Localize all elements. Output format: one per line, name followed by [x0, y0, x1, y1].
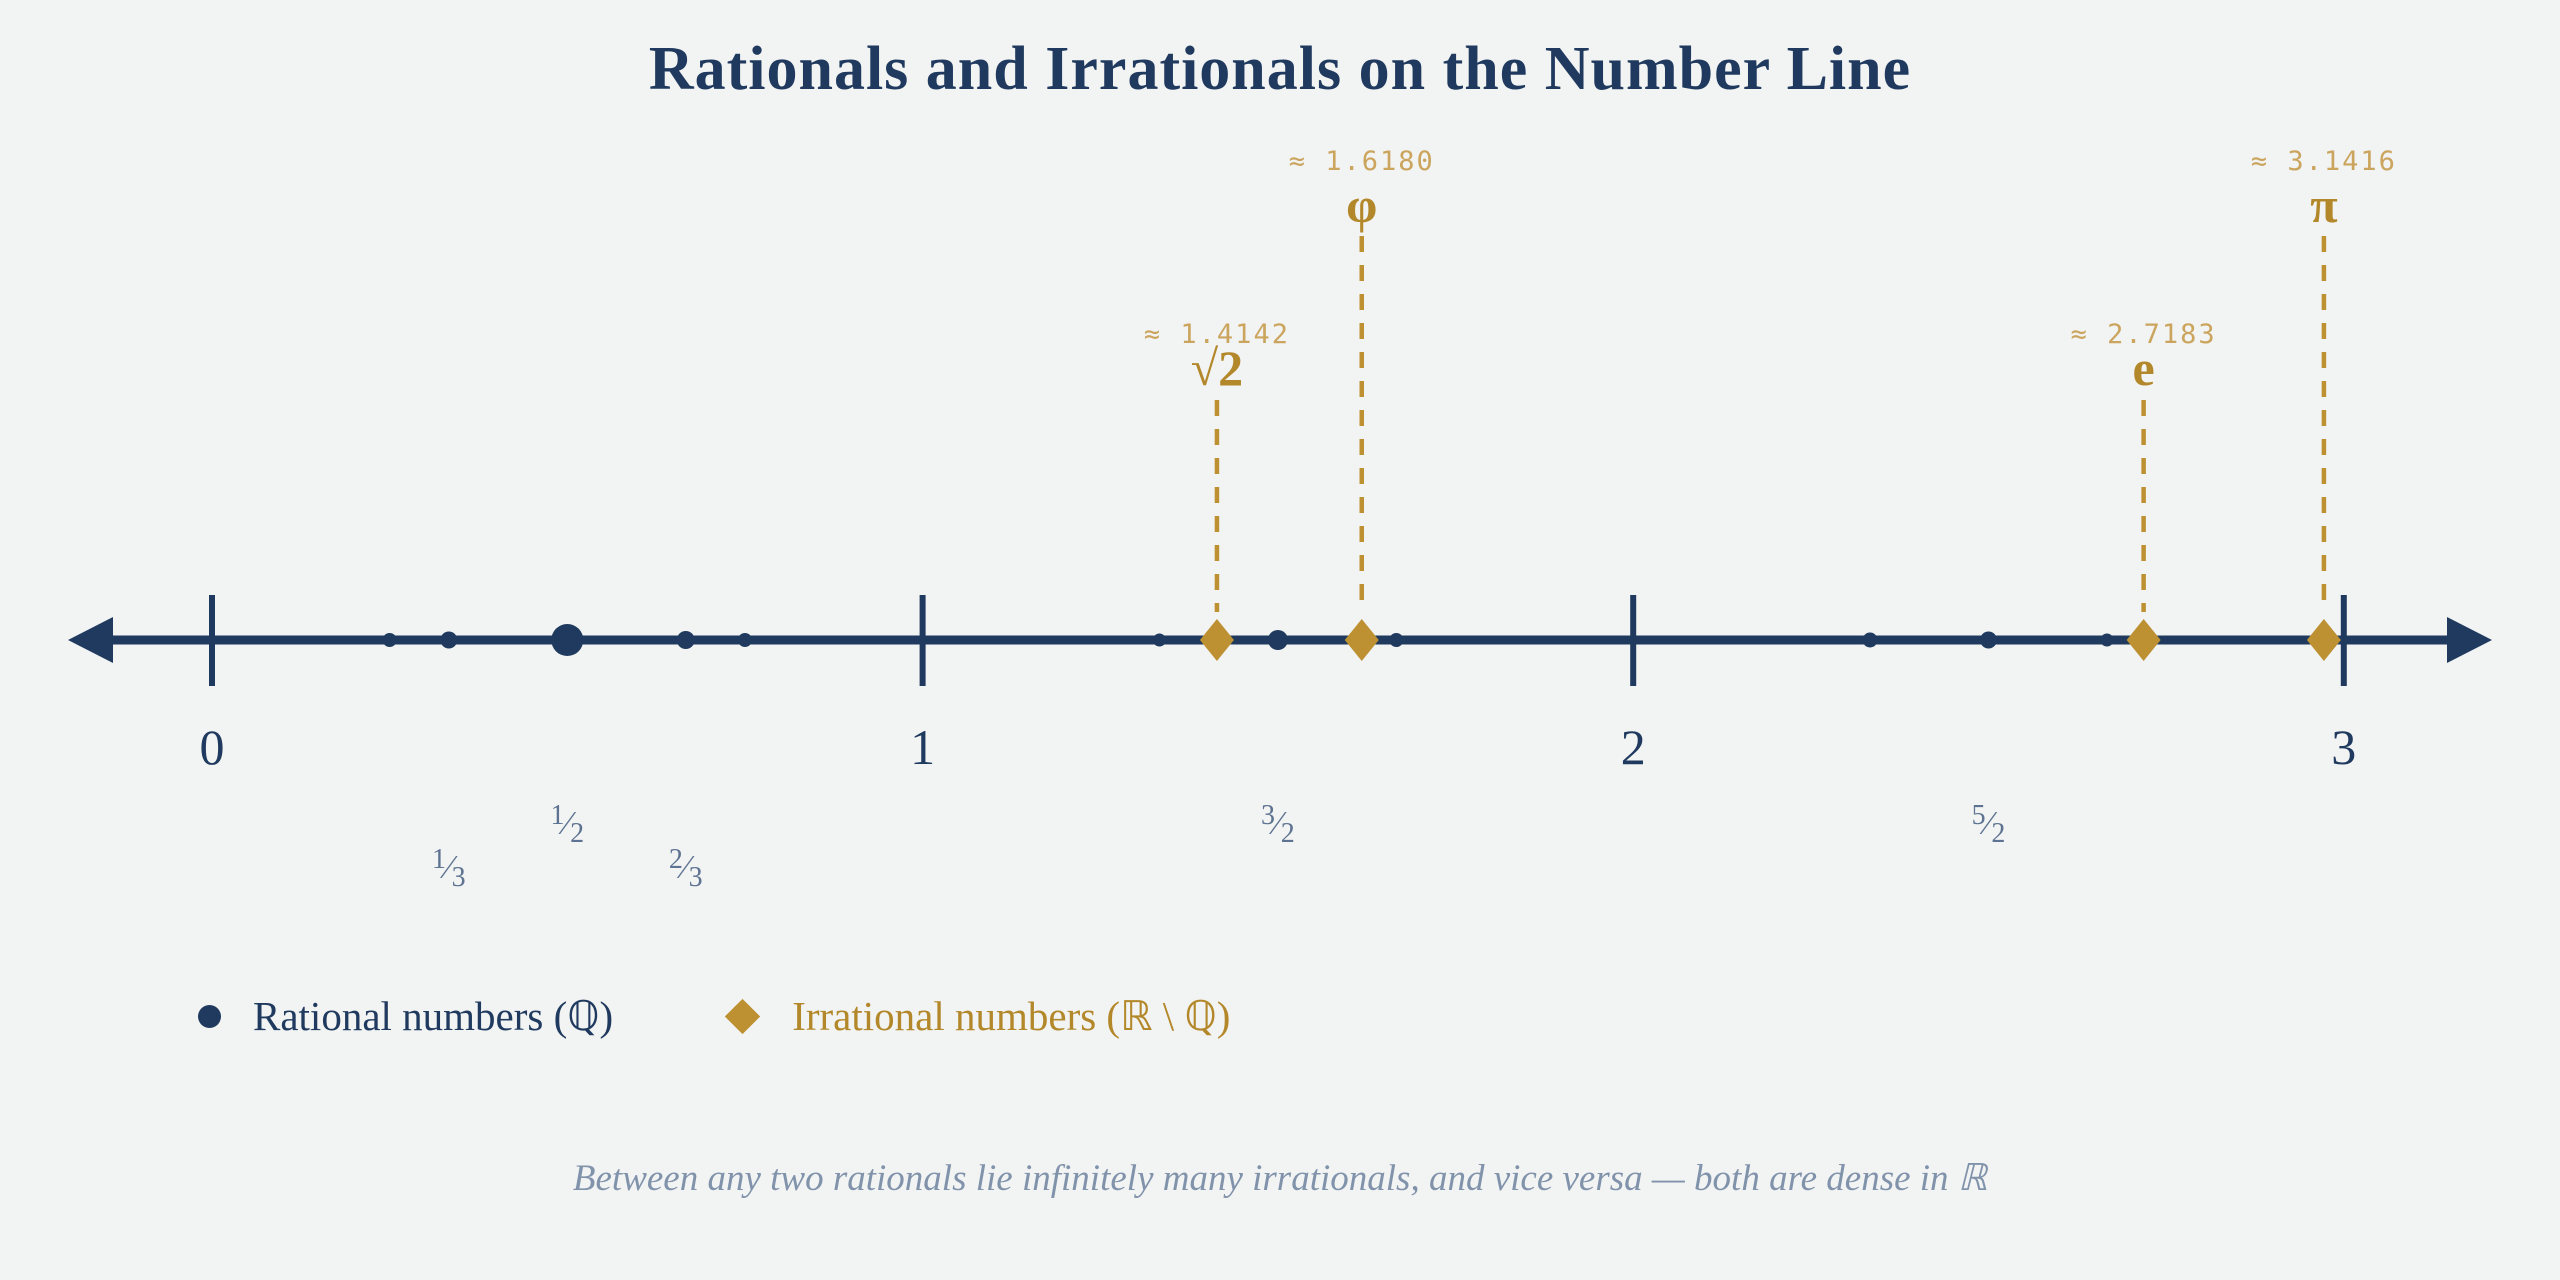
legend-label-rational: Rational numbers (ℚ) [253, 993, 614, 1039]
integer-tick-label: 0 [200, 719, 225, 775]
irrational-symbol-label: π [2310, 177, 2337, 233]
rational-point-dot [2100, 633, 2114, 647]
integer-tick-label: 2 [1621, 719, 1646, 775]
page-title: Rationals and Irrationals on the Number … [648, 35, 1912, 103]
rational-point-dot [1980, 631, 1997, 649]
fraction-label: 1⁄2 [550, 800, 584, 849]
legend-item-rational: Rational numbers (ℚ) [198, 996, 613, 1037]
integer-tick-label: 3 [2331, 719, 2356, 775]
fraction-label: 3⁄2 [1261, 800, 1295, 849]
irrational-symbol-label: φ [1346, 177, 1377, 233]
irrational-point-diamond [2306, 619, 2341, 661]
rational-point-dot [382, 633, 397, 647]
fraction-label: 1⁄3 [432, 844, 466, 893]
axis-arrow-left-icon [68, 617, 113, 663]
legend: Rational numbers (ℚ) Irrational numbers … [198, 996, 1230, 1037]
axis-arrow-right-icon [2447, 617, 2492, 663]
rational-point-dot [737, 633, 752, 647]
irrational-symbol-label: e [2133, 340, 2155, 396]
irrational-approx-label: ≈ 1.4142 [1144, 319, 1290, 350]
rational-point-dot [1389, 633, 1404, 647]
rational-point-dot [676, 631, 695, 649]
legend-label-irrational: Irrational numbers (ℝ \ ℚ) [792, 993, 1231, 1039]
irrational-point-diamond [1344, 619, 1379, 661]
irrational-diamond-icon [725, 998, 761, 1035]
rational-point-dot [1862, 632, 1878, 648]
irrational-approx-label: ≈ 3.1416 [2251, 146, 2397, 177]
irrational-point-diamond [1199, 619, 1234, 661]
rational-point-dot [551, 624, 584, 656]
fraction-label: 5⁄2 [1972, 800, 2006, 849]
rational-point-dot [440, 631, 458, 649]
irrational-approx-label: ≈ 2.7183 [2071, 319, 2217, 350]
rational-point-dot [1152, 633, 1166, 647]
rational-dot-icon [198, 1005, 221, 1028]
irrational-approx-label: ≈ 1.6180 [1289, 146, 1435, 177]
rational-point-dot [1267, 630, 1288, 650]
irrational-point-diamond [2126, 619, 2161, 661]
fraction-label: 2⁄3 [669, 844, 703, 893]
irrational-symbol-label: √2 [1191, 340, 1243, 396]
density-caption: Between any two rationals lie infinitely… [572, 1158, 1988, 1199]
legend-item-irrational: Irrational numbers (ℝ \ ℚ) [725, 996, 1230, 1037]
integer-tick-label: 1 [910, 719, 935, 775]
